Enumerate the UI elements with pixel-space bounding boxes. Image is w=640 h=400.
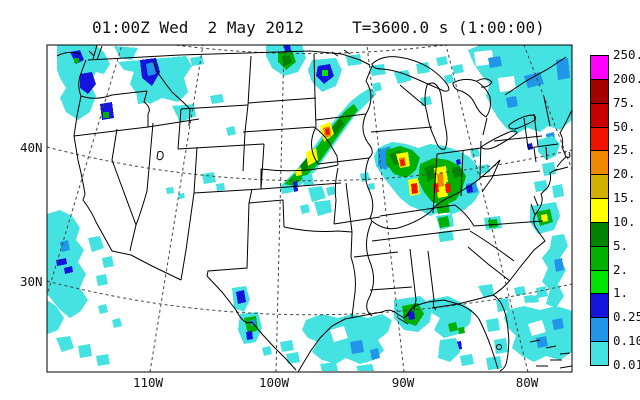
colorbar-swatch [590,79,609,104]
colorbar-tick-label: 5. [613,238,629,253]
y-axis-tick-30n: 30N [20,274,43,289]
colorbar: 250. 200. 75. 50. 25. 20. 15. 10. 5. 2. 1. 0.25 0.10… [590,48,640,372]
colorbar-swatch [590,55,609,80]
state-borders [56,45,572,372]
great-lakes [371,56,536,350]
colorbar-swatch [590,103,609,128]
colorbar-tick-label: 75. [613,95,636,110]
colorbar-tick-label: 0.10 [613,333,640,348]
colorbar-tick-label: 10. [613,214,636,229]
colorbar-swatch [590,341,609,366]
colorbar-tick-label: 15. [613,190,636,205]
x-axis-tick-100w: 100W [258,375,290,390]
colorbar-tick-label: 200. [613,71,640,86]
map-frame [46,44,573,373]
y-axis-tick-40n: 40N [20,140,43,155]
colorbar-tick-label: 250. [613,47,640,62]
colorbar-tick-label: 20. [613,166,636,181]
x-axis-tick-110w: 110W [132,375,164,390]
colorbar-swatch [590,293,609,318]
colorbar-swatch [590,270,609,294]
colorbar-tick-label: 1. [613,285,629,300]
colorbar-tick-label: 0.25 [613,309,640,324]
colorbar-tick-label: 50. [613,119,636,134]
colorbar-tick-label: 2. [613,262,629,277]
x-axis-tick-90w: 90W [391,375,415,390]
colorbar-swatch [590,246,609,271]
colorbar-swatch [590,127,609,151]
colorbar-swatch [590,150,609,175]
graticule-grid [47,45,572,372]
colorbar-swatch [590,198,609,223]
colorbar-tick-label: 25. [613,142,636,157]
colorbar-swatch [590,222,609,247]
colorbar-swatch [590,317,609,342]
colorbar-swatch [590,174,609,199]
colorbar-tick-label: 0.01 [613,357,640,372]
x-axis-tick-80w: 80W [515,375,539,390]
page-title: 01:00Z Wed 2 May 2012 T=3600.0 s (1:00:0… [92,18,545,37]
